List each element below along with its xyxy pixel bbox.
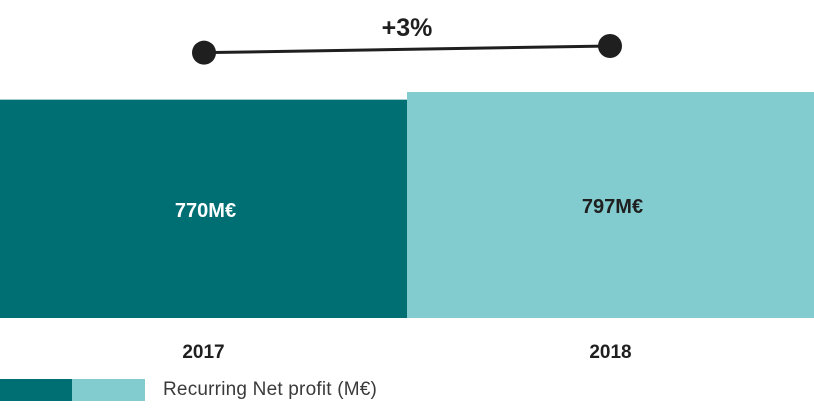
legend: Recurring Net profit (M€) bbox=[0, 378, 377, 402]
bar-2017 bbox=[0, 99, 407, 318]
growth-line bbox=[203, 44, 611, 55]
growth-dot-2017 bbox=[192, 40, 216, 65]
legend-label: Recurring Net profit (M€) bbox=[163, 379, 378, 400]
growth-percent-label: +3% bbox=[382, 14, 433, 42]
category-label-2018: 2018 bbox=[589, 342, 631, 363]
growth-dot-2018 bbox=[598, 34, 622, 58]
legend-swatch-dark bbox=[0, 379, 72, 401]
bar-value-labels: 770M€ 797M€ bbox=[175, 196, 643, 222]
category-label-2017: 2017 bbox=[182, 342, 224, 363]
growth-connector: +3% bbox=[192, 14, 622, 65]
bar-2018 bbox=[407, 92, 814, 318]
category-labels: 2017 2018 bbox=[182, 342, 631, 363]
bar-value-label-2018: 797M€ bbox=[582, 196, 643, 218]
legend-swatch-light bbox=[72, 379, 145, 401]
bars-group bbox=[0, 92, 814, 318]
bar-value-label-2017: 770M€ bbox=[175, 200, 236, 222]
